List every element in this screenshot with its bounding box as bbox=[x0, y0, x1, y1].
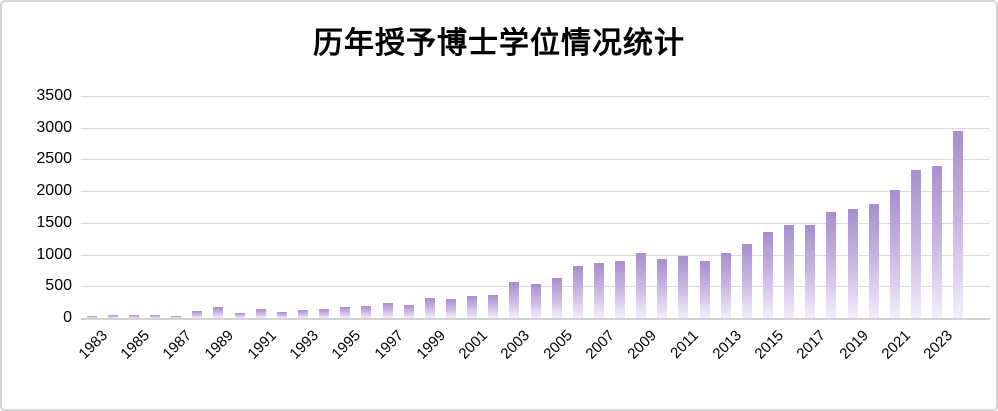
gridline bbox=[81, 96, 990, 97]
bar-1995 bbox=[340, 307, 351, 318]
gridline bbox=[81, 191, 990, 193]
bar-2003 bbox=[509, 282, 520, 318]
bar-1990 bbox=[234, 312, 245, 318]
bar-2009 bbox=[636, 252, 647, 318]
x-tick-label: 1999 bbox=[413, 327, 449, 363]
bar-2012 bbox=[699, 260, 710, 318]
x-tick-label: 1993 bbox=[286, 327, 322, 363]
gridline bbox=[81, 127, 990, 129]
y-tick-label: 1000 bbox=[36, 245, 72, 263]
bar-2010 bbox=[657, 259, 668, 318]
bar-1997 bbox=[382, 302, 393, 318]
x-tick-label: 2003 bbox=[497, 327, 534, 363]
bar-2019 bbox=[847, 209, 858, 318]
x-tick-label: 1985 bbox=[117, 327, 153, 363]
x-tick-label: 1997 bbox=[370, 327, 407, 363]
bar-1994 bbox=[319, 309, 330, 318]
bar-2020 bbox=[868, 204, 879, 318]
bar-2000 bbox=[445, 298, 456, 318]
bar-1999 bbox=[424, 298, 435, 318]
y-tick-label: 0 bbox=[63, 309, 72, 326]
y-tick-label: 1500 bbox=[36, 213, 72, 231]
bar-2007 bbox=[593, 263, 604, 318]
gridline bbox=[81, 159, 990, 161]
bar-2024 bbox=[953, 130, 964, 318]
bar-2006 bbox=[572, 266, 583, 318]
bar-1998 bbox=[403, 304, 414, 318]
x-tick-label: 1987 bbox=[159, 327, 196, 363]
bar-2011 bbox=[678, 256, 689, 318]
chart-title: 历年授予博士学位情况统计 bbox=[313, 27, 685, 60]
x-tick-label: 2019 bbox=[835, 327, 872, 363]
y-tick-label: 3500 bbox=[36, 87, 72, 104]
bar-2004 bbox=[530, 283, 541, 318]
x-tick-label: 2001 bbox=[455, 327, 492, 363]
bar-2005 bbox=[551, 278, 562, 318]
bar-2017 bbox=[805, 224, 816, 318]
bar-2023 bbox=[932, 165, 943, 318]
y-tick-label: 500 bbox=[45, 277, 72, 295]
bar-1988 bbox=[192, 310, 203, 318]
x-tick-label: 1995 bbox=[328, 327, 365, 363]
bar-2022 bbox=[911, 170, 921, 318]
bar-1985 bbox=[128, 314, 139, 318]
bar-2016 bbox=[784, 225, 795, 318]
x-tick-label: 1989 bbox=[201, 327, 238, 363]
bar-2021 bbox=[889, 189, 900, 318]
y-tick-label: 2500 bbox=[36, 150, 72, 168]
bar-2015 bbox=[763, 232, 774, 318]
bar-1986 bbox=[149, 314, 160, 318]
x-tick-label: 2011 bbox=[667, 327, 703, 362]
x-tick-label: 2005 bbox=[540, 327, 576, 363]
bar-2001 bbox=[467, 296, 478, 318]
x-tick-label: 2013 bbox=[709, 327, 745, 363]
y-tick-label: 3000 bbox=[36, 118, 72, 136]
bar-2008 bbox=[615, 261, 626, 318]
x-tick-label: 2015 bbox=[751, 327, 788, 363]
bar-2002 bbox=[488, 294, 499, 318]
gridline bbox=[81, 222, 990, 224]
bar-1989 bbox=[213, 306, 224, 318]
bar-1987 bbox=[171, 316, 182, 318]
bar-2014 bbox=[741, 244, 752, 318]
x-tick-label: 2009 bbox=[624, 327, 661, 363]
bar-2018 bbox=[826, 212, 837, 318]
y-tick-label: 2000 bbox=[36, 182, 72, 200]
x-tick-label: 1991 bbox=[244, 327, 280, 363]
x-tick-label: 2017 bbox=[793, 327, 830, 363]
bar-1984 bbox=[107, 314, 118, 318]
x-axis-line bbox=[81, 318, 990, 320]
bar-1992 bbox=[276, 311, 287, 318]
x-tick-label: 2023 bbox=[920, 327, 957, 363]
bar-1983 bbox=[86, 315, 97, 318]
x-tick-label: 1983 bbox=[74, 327, 111, 363]
bar-1996 bbox=[361, 305, 372, 318]
bar-1993 bbox=[297, 310, 308, 318]
bar-1991 bbox=[255, 309, 266, 318]
x-tick-label: 2021 bbox=[878, 327, 914, 363]
gridline bbox=[81, 254, 990, 256]
x-tick-label: 2007 bbox=[582, 327, 618, 363]
bar-2013 bbox=[720, 253, 731, 318]
